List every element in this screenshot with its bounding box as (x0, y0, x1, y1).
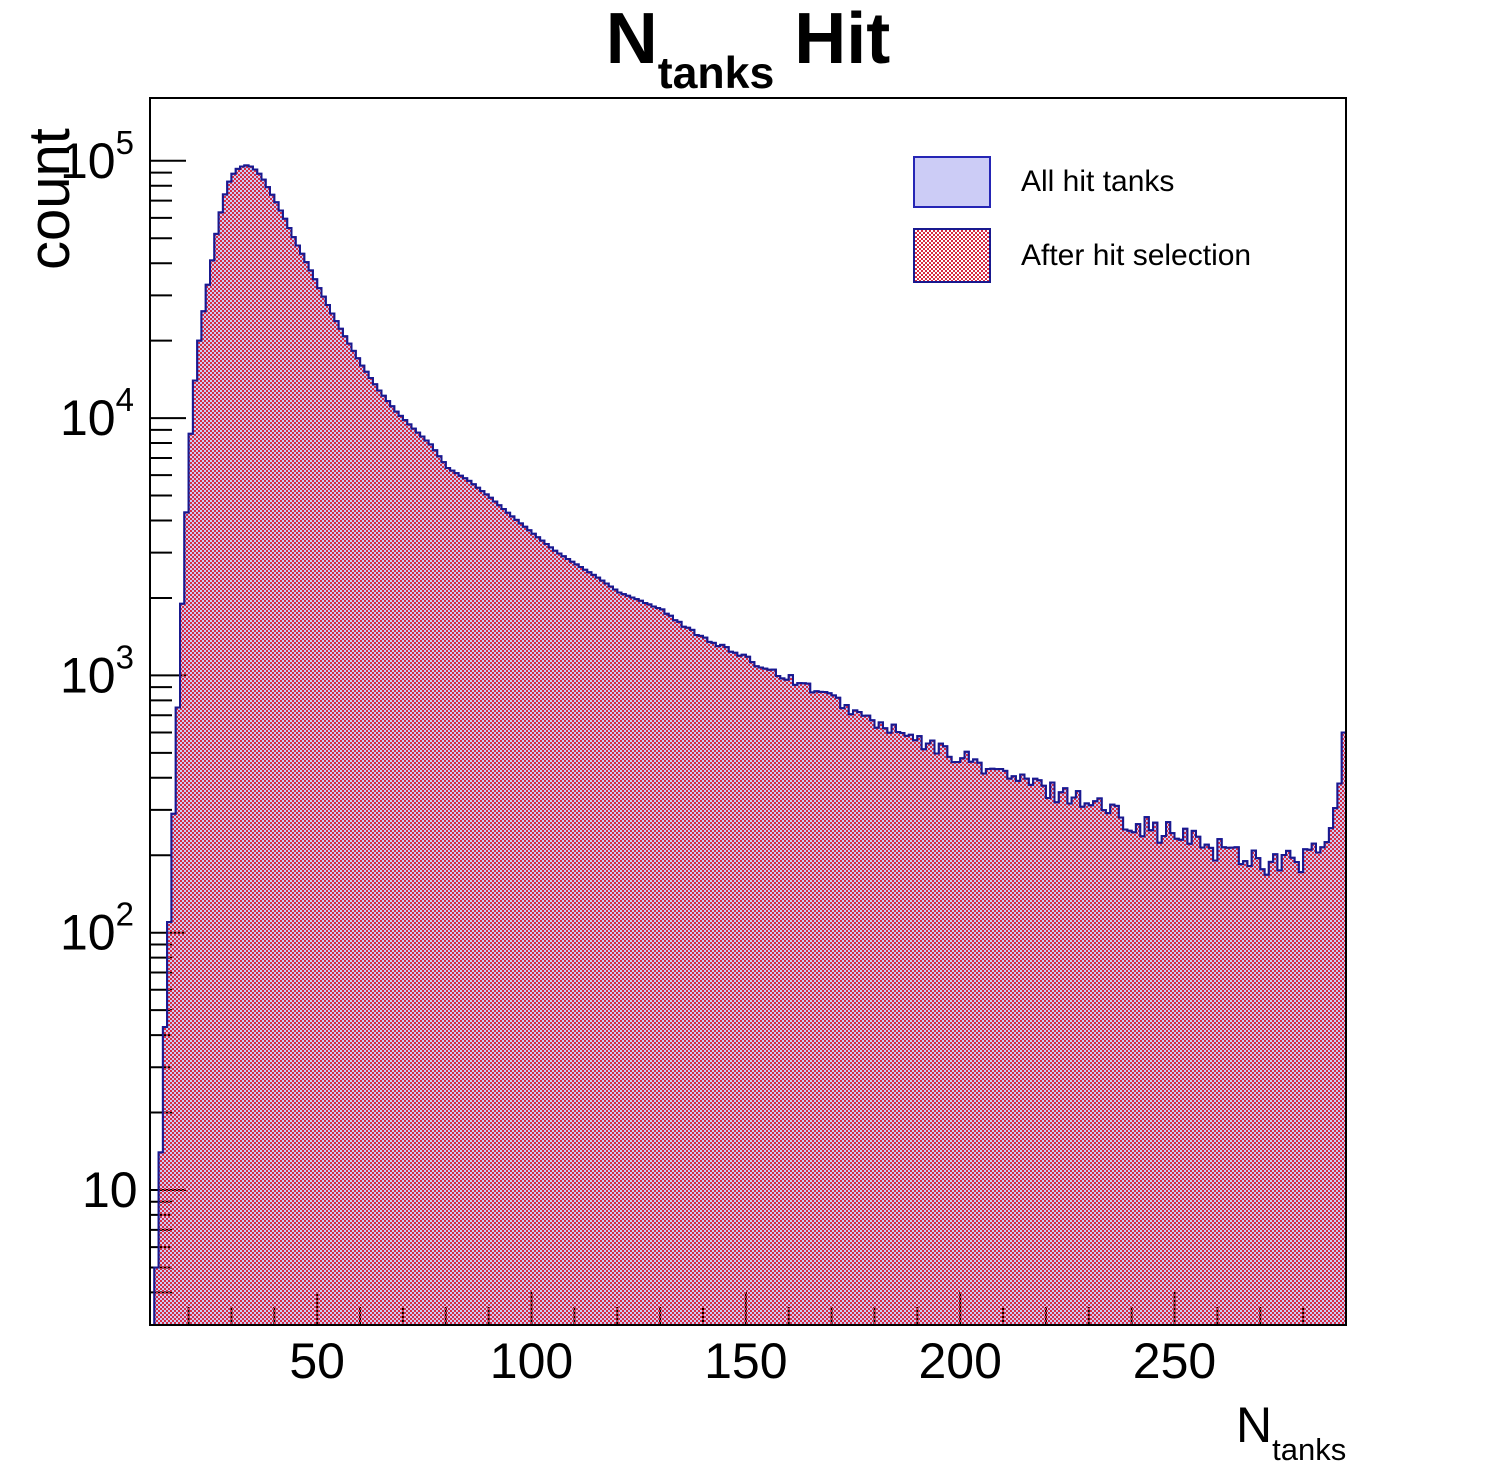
y-tick-label: 103 (60, 638, 134, 703)
y-tick-label: 105 (60, 124, 134, 189)
chart-title-subscript: tanks (657, 49, 775, 99)
legend-item-all-hit-tanks: All hit tanks (913, 156, 1174, 208)
y-tick-label: 104 (60, 381, 134, 446)
legend-item-after-hit-selection: After hit selection (913, 228, 1251, 283)
legend-swatch-after-hit-selection (913, 228, 991, 283)
y-tick-label: 10 (82, 1162, 138, 1218)
y-axis-title: count (17, 128, 82, 270)
chart-title-main: N (605, 0, 658, 79)
x-tick-label: 100 (490, 1333, 573, 1389)
x-tick-label: 250 (1133, 1333, 1216, 1389)
tick-labels: 10 102 103 104 105 50 100 150 200 250 (60, 124, 1216, 1389)
x-tick-label: 150 (704, 1333, 787, 1389)
legend-label-after-hit-selection: After hit selection (1021, 238, 1252, 272)
x-axis-title-main: N (1236, 1397, 1273, 1453)
x-tick-label: 200 (918, 1333, 1001, 1389)
y-tick-label: 102 (60, 896, 134, 961)
x-axis-title-subscript: tanks (1272, 1431, 1347, 1467)
x-axis-title: Ntanks (1236, 1396, 1346, 1465)
series-after-hit-selection (153, 164, 1347, 1326)
chart-title-rest: Hit (774, 0, 891, 79)
x-tick-label: 50 (289, 1333, 345, 1389)
legend-label-all-hit-tanks: All hit tanks (1021, 165, 1175, 198)
chart-title: Ntanks Hit (0, 0, 1496, 96)
legend-swatch-all-hit-tanks (913, 156, 991, 208)
plot-frame (149, 97, 1347, 1326)
